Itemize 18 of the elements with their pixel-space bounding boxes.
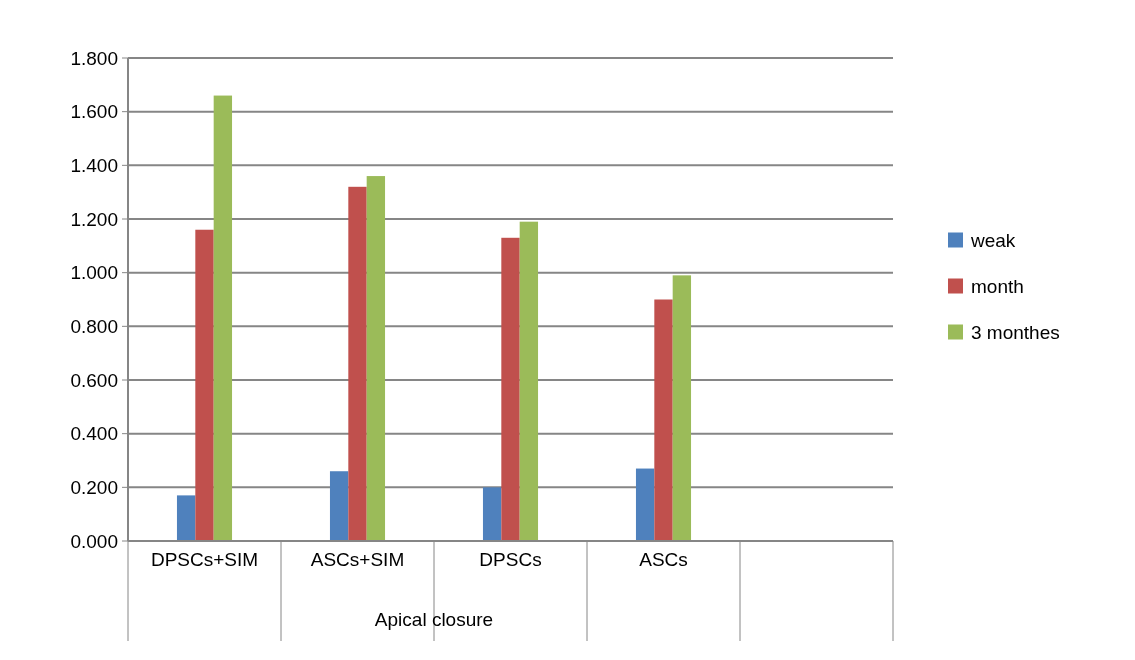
- y-tick-label: 0.200: [70, 476, 118, 498]
- x-tick-label: ASCs+SIM: [310, 549, 405, 570]
- y-tick-label: 0.000: [70, 530, 118, 552]
- x-tick-label: ASCs: [639, 549, 688, 570]
- legend-label: 3 monthes: [971, 322, 1060, 344]
- y-tick-label: 0.800: [70, 315, 118, 337]
- y-tick-label: 1.800: [70, 47, 118, 69]
- y-tick-label: 1.200: [70, 208, 118, 230]
- x-tick-label: DPSCs: [479, 549, 542, 570]
- y-tick-label: 0.600: [70, 369, 118, 391]
- legend-label: month: [971, 276, 1024, 298]
- x-tick-label: DPSCs+SIM: [150, 549, 259, 570]
- y-tick-label: 1.000: [70, 262, 118, 284]
- y-tick-label: 1.600: [70, 101, 118, 123]
- legend-label: weak: [970, 230, 1016, 252]
- x-axis-title: Apical closure: [374, 609, 494, 630]
- y-tick-label: 1.400: [70, 154, 118, 176]
- y-tick-label: 0.400: [70, 423, 118, 445]
